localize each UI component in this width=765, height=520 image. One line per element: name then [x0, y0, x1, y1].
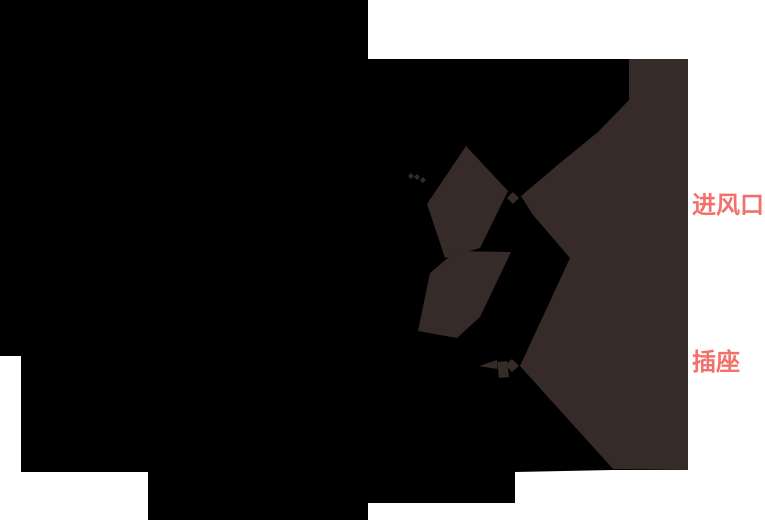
highlight-speck-1 — [408, 173, 414, 179]
highlight-right-wedge — [520, 59, 688, 470]
label-socket: 插座 — [692, 348, 740, 376]
highlight-speck-2 — [414, 174, 420, 180]
highlight-notch-quad — [497, 361, 509, 378]
label-air-inlet: 进风口 — [692, 191, 764, 219]
silhouette-black-body — [0, 0, 688, 520]
highlight-dot-air-inlet — [507, 192, 519, 204]
highlight-dot-socket — [505, 359, 519, 372]
highlight-box-top-facet — [427, 146, 508, 258]
highlight-speck-3 — [420, 177, 426, 183]
highlight-notch-triangle — [479, 360, 497, 369]
highlight-box-front-facet — [418, 251, 511, 338]
